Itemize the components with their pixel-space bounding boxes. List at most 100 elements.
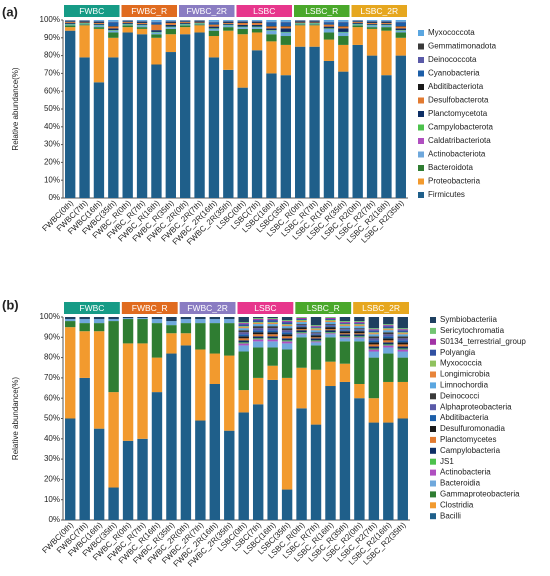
bar-segment xyxy=(209,319,221,324)
bar-segment xyxy=(151,323,163,358)
legend-swatch xyxy=(418,70,424,77)
bar-segment xyxy=(122,24,133,26)
bar-segment xyxy=(180,333,192,346)
bar-segment xyxy=(280,75,291,198)
legend-label: Cyanobacteria xyxy=(428,69,480,78)
bar-segment xyxy=(366,20,378,21)
bar-segment xyxy=(151,30,162,32)
bar-segment xyxy=(310,369,322,425)
legend-swatch xyxy=(418,151,424,158)
bar-segment xyxy=(238,351,249,391)
bar-segment xyxy=(310,332,322,334)
bar-segment xyxy=(310,328,322,330)
bar-segment xyxy=(195,323,206,350)
bar-segment xyxy=(166,353,177,520)
legend-swatch xyxy=(430,502,436,509)
bar-segment xyxy=(325,327,336,330)
bar-segment xyxy=(166,321,177,326)
bar-segment xyxy=(296,320,307,322)
bar-segment xyxy=(208,28,220,31)
bar-segment xyxy=(280,26,291,27)
bar-segment xyxy=(309,46,320,199)
bar-segment xyxy=(108,57,119,198)
bar-segment xyxy=(208,57,220,198)
bar-segment xyxy=(224,355,235,431)
bar-segment xyxy=(309,22,320,24)
group-header xyxy=(179,302,236,314)
bar-segment xyxy=(93,428,105,520)
bar-segment xyxy=(251,50,263,199)
bar-segment xyxy=(368,349,380,352)
group-label: LSBC xyxy=(253,6,275,16)
y-tick-label: 0% xyxy=(48,193,60,202)
bar-segment xyxy=(165,24,176,27)
bar-segment xyxy=(383,338,394,341)
bar-segment xyxy=(383,330,394,333)
bar-segment xyxy=(251,22,263,24)
bar-segment xyxy=(208,24,220,27)
bar-segment xyxy=(310,340,322,342)
bar-segment xyxy=(281,377,293,490)
bar-segment xyxy=(136,24,148,26)
bar-segment xyxy=(281,321,293,323)
bar-segment xyxy=(339,331,351,334)
bar-segment xyxy=(383,334,394,337)
bar-segment xyxy=(381,23,392,24)
bar-segment xyxy=(252,347,264,378)
y-tick-label: 70% xyxy=(44,373,60,382)
legend-label: Bacteroidia xyxy=(440,479,481,488)
bar-segment xyxy=(151,32,162,35)
bar-segment xyxy=(310,326,322,328)
group-header xyxy=(294,5,350,17)
bar-segment xyxy=(383,342,394,345)
bar-segment xyxy=(325,329,336,331)
bar-segment xyxy=(395,30,406,31)
bar-segment xyxy=(180,27,191,35)
bar-segment xyxy=(79,319,90,324)
bar-segment xyxy=(151,317,163,320)
bar-segment xyxy=(381,22,392,24)
bar-segment xyxy=(280,26,291,29)
bar-segment xyxy=(266,20,277,22)
bar-segment xyxy=(237,87,248,198)
legend-label: Planctomycetota xyxy=(428,109,488,118)
bar-segment xyxy=(223,30,234,70)
bar-segment xyxy=(79,25,90,58)
bar-segment xyxy=(252,320,264,323)
bar-segment xyxy=(137,319,148,344)
bar-segment xyxy=(397,334,408,337)
bar-segment xyxy=(397,342,408,345)
bar-segment xyxy=(238,345,249,352)
bar-segment xyxy=(310,337,322,339)
bar-segment xyxy=(368,338,380,341)
bar-segment xyxy=(296,408,307,520)
bar-segment xyxy=(122,23,133,24)
bar-segment xyxy=(381,30,392,76)
y-tick-label: 40% xyxy=(44,122,60,131)
bar-segment xyxy=(209,383,221,520)
bar-segment xyxy=(339,321,351,323)
bar-segment xyxy=(93,323,105,332)
bar-segment xyxy=(325,318,336,320)
bar-segment xyxy=(223,23,234,25)
bar-segment xyxy=(368,348,380,350)
legend-label: S0134_terrestrial_group xyxy=(440,337,526,346)
bar-segment xyxy=(180,23,191,24)
bar-segment xyxy=(65,22,76,24)
bar-segment xyxy=(137,438,148,520)
bar-segment xyxy=(165,23,176,25)
bar-segment xyxy=(381,75,392,198)
bar-segment xyxy=(122,318,134,320)
y-tick-label: 50% xyxy=(44,104,60,113)
bar-segment xyxy=(325,334,336,338)
bar-segment xyxy=(368,422,380,520)
y-tick-label: 60% xyxy=(44,86,60,95)
group-header xyxy=(179,5,235,17)
bar-segment xyxy=(267,322,278,324)
group-label: LSBC_R xyxy=(307,303,340,313)
bar-segment xyxy=(383,336,394,339)
legend-swatch xyxy=(418,97,424,104)
legend-swatch xyxy=(430,436,436,443)
y-tick-label: 90% xyxy=(44,332,60,341)
bar-segment xyxy=(368,351,380,358)
